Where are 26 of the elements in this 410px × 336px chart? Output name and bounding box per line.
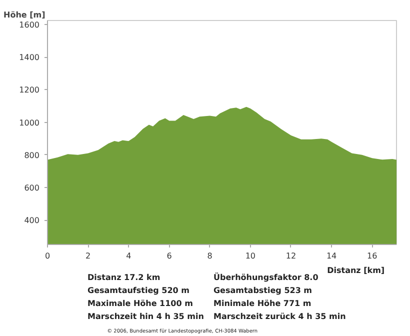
x-tick-label: 12 xyxy=(286,252,296,260)
y-axis-title: Höhe [m] xyxy=(4,10,46,20)
y-tick-label: 1600 xyxy=(19,20,40,30)
x-tick-label: 14 xyxy=(326,252,337,260)
y-tick-label: 1000 xyxy=(19,118,40,128)
y-tick-label: 400 xyxy=(24,216,40,226)
text: Überhöhungsfaktor 8.0 xyxy=(213,272,319,282)
x-tick-label: 0 xyxy=(44,252,50,260)
y-tick-label: 800 xyxy=(24,150,40,160)
text: Gesamtaufstieg 520 m xyxy=(88,286,190,295)
x-axis-title: Distanz [km] xyxy=(327,266,385,275)
y-tick-label: 600 xyxy=(24,183,40,192)
x-tick-label: 8 xyxy=(207,252,212,260)
text: Marschzeit hin 4 h 35 min xyxy=(88,312,204,321)
text: Distanz 17.2 km xyxy=(88,273,160,282)
x-tick-label: 6 xyxy=(166,252,172,260)
text: Marschzeit zurück 4 h 35 min xyxy=(213,312,346,321)
y-tick-label: 1400 xyxy=(19,53,40,62)
x-tick-label: 2 xyxy=(86,252,91,260)
x-tick-label: 4 xyxy=(126,252,132,260)
text: Gesamtabstieg 523 m xyxy=(213,286,312,295)
text: Minimale Höhe 771 m xyxy=(213,299,312,308)
x-tick-label: 10 xyxy=(245,252,256,260)
text: Maximale Höhe 1100 m xyxy=(88,299,193,308)
y-tick-label: 1200 xyxy=(19,86,40,95)
x-tick-label: 16 xyxy=(367,252,378,260)
